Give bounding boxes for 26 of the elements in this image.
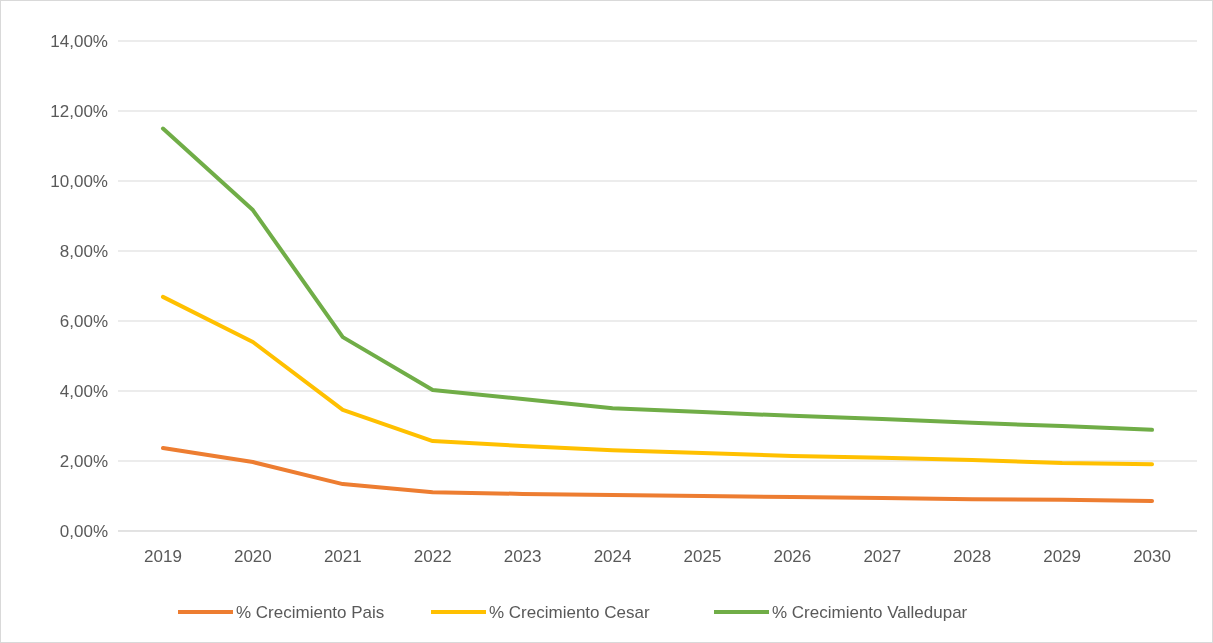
- x-tick-label: 2030: [1133, 547, 1171, 566]
- x-tick-label: 2027: [863, 547, 902, 566]
- x-tick-label: 2019: [144, 547, 182, 566]
- x-tick-label: 2029: [1043, 547, 1082, 566]
- y-tick-label: 12,00%: [50, 101, 108, 121]
- x-tick-label: 2024: [593, 547, 632, 566]
- line-series: [160, 126, 1155, 432]
- y-tick-label: 2,00%: [59, 451, 108, 471]
- x-tick-label: 2023: [503, 547, 542, 566]
- y-tick-label: 10,00%: [50, 171, 108, 191]
- legend-label: % Crecimiento Pais: [236, 602, 385, 622]
- y-tick-label: 14,00%: [50, 31, 108, 51]
- x-tick-label: 2021: [323, 547, 362, 566]
- legend-label: % Crecimiento Valledupar: [772, 602, 968, 622]
- x-tick-label: 2028: [953, 547, 992, 566]
- y-tick-label: 8,00%: [59, 241, 108, 261]
- y-tick-label: 0,00%: [59, 521, 108, 541]
- line-series: [160, 446, 1155, 503]
- legend-label: % Crecimiento Cesar: [489, 602, 650, 622]
- y-tick-label: 4,00%: [59, 381, 108, 401]
- y-tick-label: 6,00%: [59, 311, 108, 331]
- x-tick-label: 2025: [683, 547, 722, 566]
- x-tick-label: 2020: [233, 547, 272, 566]
- x-tick-label: 2022: [413, 547, 452, 566]
- x-tick-label: 2026: [773, 547, 812, 566]
- line-series: [160, 294, 1155, 467]
